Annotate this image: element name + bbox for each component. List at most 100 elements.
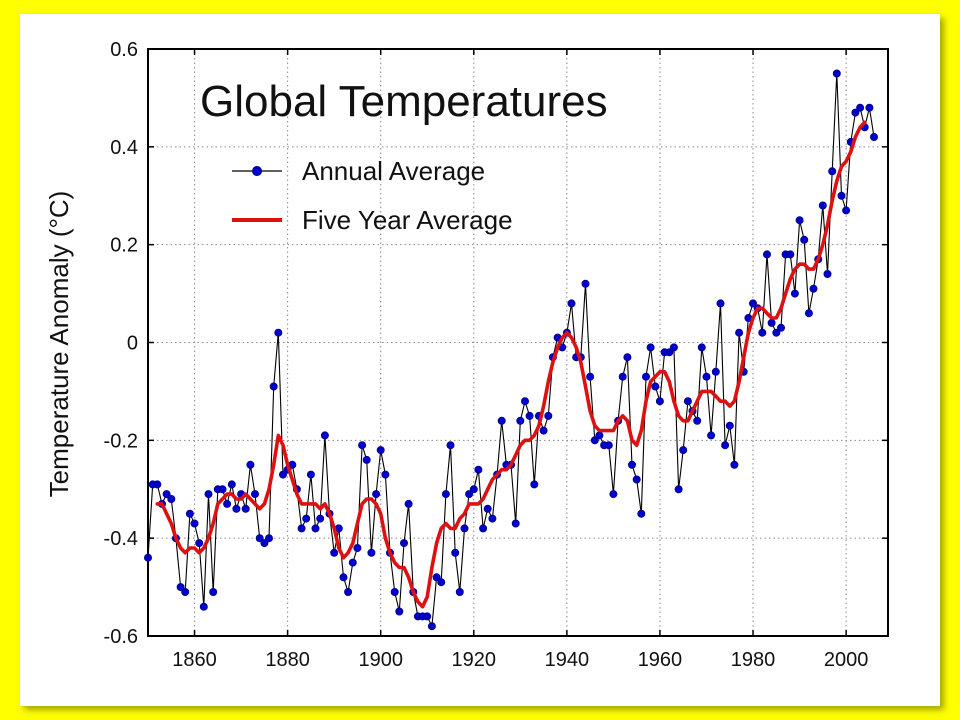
- annual-average-point: [474, 465, 483, 474]
- y-tick-label: -0.4: [104, 528, 138, 550]
- annual-average-point: [581, 279, 590, 288]
- annual-average-point: [404, 499, 413, 508]
- annual-average-point: [250, 490, 259, 499]
- annual-average-point: [437, 578, 446, 587]
- annual-average-point: [306, 470, 315, 479]
- annual-average-point: [772, 328, 781, 337]
- annual-average-point: [544, 411, 553, 420]
- annual-average-point: [274, 328, 283, 337]
- annual-average-point: [278, 470, 287, 479]
- annual-average-point: [162, 490, 171, 499]
- annual-average-point: [702, 372, 711, 381]
- x-tick-label: 1920: [452, 649, 497, 671]
- annual-average-point: [795, 216, 804, 225]
- annual-average-point: [204, 490, 213, 499]
- y-tick-label: 0.4: [110, 137, 138, 159]
- y-tick-label: -0.2: [104, 430, 138, 452]
- annual-average-point: [870, 133, 879, 142]
- temperature-chart: 0.60.40.20-0.2-0.4-0.6 1860 1880 1900 1920 1…: [44, 39, 889, 671]
- annual-average-point: [520, 397, 529, 406]
- annual-average-point: [483, 504, 492, 513]
- x-tick-label: 1880: [265, 649, 310, 671]
- annual-average-point: [348, 558, 357, 567]
- y-tick-label: 0.2: [110, 235, 138, 257]
- legend-annual-label: Annual Average: [302, 156, 485, 186]
- annual-average-point: [302, 514, 311, 523]
- annual-average-point: [432, 573, 441, 582]
- annual-average-point: [655, 397, 664, 406]
- annual-average-point: [311, 524, 320, 533]
- annual-average-point: [711, 367, 720, 376]
- annual-average-point: [697, 343, 706, 352]
- annual-average-point: [786, 250, 795, 259]
- annual-average-point: [390, 588, 399, 597]
- annual-average-point: [837, 191, 846, 200]
- annual-average-point: [669, 343, 678, 352]
- annual-average-point: [516, 416, 525, 425]
- legend: Annual Average Five Year Average: [232, 156, 513, 235]
- annual-average-point: [865, 103, 874, 112]
- annual-average-point: [511, 519, 520, 528]
- annual-average-point: [367, 548, 376, 557]
- annual-average-point: [842, 206, 851, 215]
- annual-average-point: [199, 602, 208, 611]
- annual-average-point: [800, 235, 809, 244]
- y-tick-label: 0.6: [110, 39, 138, 61]
- annual-average-point: [358, 441, 367, 450]
- y-tick-label: -0.6: [104, 626, 138, 648]
- annual-average-point: [721, 441, 730, 450]
- annual-average-point: [176, 583, 185, 592]
- legend-five-year-label: Five Year Average: [302, 205, 513, 235]
- annual-average-point: [479, 524, 488, 533]
- annual-average-point: [399, 539, 408, 548]
- annual-average-point: [423, 612, 432, 621]
- five-year-average-line: [155, 120, 867, 609]
- annual-average-point: [804, 309, 813, 318]
- annual-average-point: [642, 372, 651, 381]
- annual-average-point: [232, 504, 241, 513]
- annual-average-point: [832, 69, 841, 78]
- annual-average-point: [269, 382, 278, 391]
- annual-average-point: [683, 397, 692, 406]
- legend-annual-marker: [252, 166, 262, 176]
- annual-average-point: [469, 485, 478, 494]
- annual-average-point: [823, 269, 832, 278]
- annual-average-point: [441, 490, 450, 499]
- annual-average-point: [153, 480, 162, 489]
- annual-average-point: [427, 622, 436, 631]
- annual-average-point: [181, 588, 190, 597]
- annual-average-point: [851, 108, 860, 117]
- annual-average-point: [190, 519, 199, 528]
- annual-average-point: [339, 573, 348, 582]
- x-tick-label: 1980: [731, 649, 776, 671]
- x-tick-label: 1860: [172, 649, 217, 671]
- annual-average-point: [632, 475, 641, 484]
- annual-average-point: [395, 607, 404, 616]
- annual-average-point: [693, 416, 702, 425]
- annual-average-point: [195, 539, 204, 548]
- annual-average-point: [223, 499, 232, 508]
- annual-average-point: [609, 490, 618, 499]
- annual-average-point: [344, 588, 353, 597]
- annual-average-point: [297, 524, 306, 533]
- annual-average-point: [646, 343, 655, 352]
- annual-average-point: [618, 372, 627, 381]
- annual-average-point: [637, 509, 646, 518]
- annual-average-point: [665, 348, 674, 357]
- annual-average-point: [725, 421, 734, 430]
- annual-average-point: [451, 548, 460, 557]
- y-axis-ticks: 0.6 0.4 0.2 0 -0.2 -0.4 -0.6: [104, 39, 888, 648]
- annual-average-point: [455, 588, 464, 597]
- annual-average-point: [320, 431, 329, 440]
- annual-average-point: [730, 460, 739, 469]
- annual-average-point: [260, 539, 269, 548]
- annual-average-point: [777, 323, 786, 332]
- annual-average-point: [735, 328, 744, 337]
- annual-average-point: [227, 480, 236, 489]
- annual-average-point: [465, 490, 474, 499]
- annual-average-point: [167, 494, 176, 503]
- annual-average-point: [372, 490, 381, 499]
- annual-average-point: [246, 460, 255, 469]
- x-tick-label: 2000: [824, 649, 869, 671]
- annual-average-point: [218, 485, 227, 494]
